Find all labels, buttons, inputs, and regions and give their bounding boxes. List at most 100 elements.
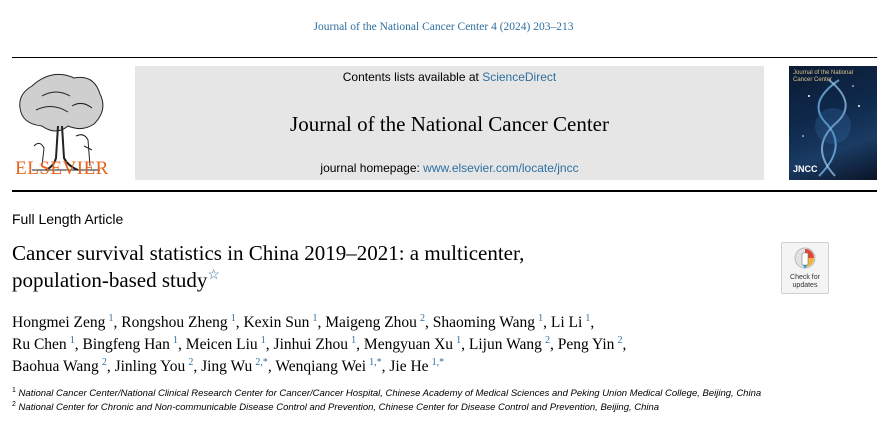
author[interactable]: Baohua Wang 2, (12, 356, 111, 375)
author-name[interactable]: Jinhui Zhou (273, 336, 349, 353)
author-separator: , (622, 336, 627, 353)
author[interactable]: Jinling You 2, (114, 356, 198, 375)
affiliation-marker[interactable]: 1 (230, 312, 236, 324)
homepage-prefix: journal homepage: (320, 161, 420, 175)
author[interactable]: Li Li 1, (550, 312, 595, 331)
journal-homepage-link[interactable]: www.elsevier.com/locate/jncc (423, 161, 579, 175)
publisher-wordmark[interactable]: ELSEVIER (15, 158, 109, 179)
sciencedirect-link[interactable]: ScienceDirect (482, 70, 557, 84)
article-type: Full Length Article (12, 211, 124, 227)
author[interactable]: Kexin Sun 1, (243, 312, 322, 331)
author-separator: , (549, 336, 554, 353)
author-name[interactable]: Jie He (389, 358, 429, 375)
affiliation-text: National Center for Chronic and Non-comm… (18, 401, 660, 413)
affiliations-list: 1 National Cancer Center/National Clinic… (12, 387, 872, 414)
affiliation-marker[interactable]: 1 (260, 334, 266, 346)
author-separator: , (381, 358, 386, 375)
affiliation-marker[interactable]: 1 (108, 312, 114, 324)
author-name[interactable]: Maigeng Zhou (325, 314, 417, 331)
affiliation-marker[interactable]: 2,* (255, 356, 268, 368)
author-name[interactable]: Meicen Liu (185, 336, 258, 353)
author[interactable]: Meicen Liu 1, (185, 334, 270, 353)
author-separator: , (235, 314, 240, 331)
author[interactable]: Jing Wu 2,*, (201, 356, 272, 375)
author[interactable]: Hongmei Zeng 1, (12, 312, 118, 331)
author-name[interactable]: Jing Wu (201, 358, 253, 375)
affiliation-marker[interactable]: 2 (617, 334, 623, 346)
affiliation-text: National Cancer Center/National Clinical… (18, 388, 762, 399)
contents-available-line: Contents lists available at ScienceDirec… (135, 70, 764, 84)
author[interactable]: Shaoming Wang 1, (432, 312, 547, 331)
author-name[interactable]: Ru Chen (12, 336, 67, 353)
affiliation-marker[interactable]: 1 (69, 334, 75, 346)
crossmark-label-line-2: updates (792, 282, 818, 289)
contents-prefix: Contents lists available at (342, 70, 479, 84)
author-name[interactable]: Rongshou Zheng (121, 314, 228, 331)
article-title-line-2: population-based study (12, 268, 208, 292)
author[interactable]: Peng Yin 2, (557, 334, 627, 353)
affiliation-number: 1 (12, 386, 16, 394)
affiliation-number: 2 (12, 400, 16, 408)
author-name[interactable]: Shaoming Wang (432, 314, 536, 331)
affiliation-marker[interactable]: 1,* (431, 356, 445, 368)
affiliation-marker[interactable]: 1 (351, 334, 357, 346)
author[interactable]: Mengyuan Xu 1, (363, 334, 465, 353)
affiliation-marker[interactable]: 1 (312, 312, 318, 324)
author-separator: , (590, 314, 595, 331)
article-title-line-1: Cancer survival statistics in China 2019… (12, 241, 525, 265)
author-name[interactable]: Lijun Wang (468, 336, 542, 353)
elsevier-tree-logo[interactable] (12, 66, 112, 184)
affiliation-marker[interactable]: 2 (544, 334, 550, 346)
author-separator: , (74, 336, 79, 353)
affiliation-item: 2 National Center for Chronic and Non-co… (12, 400, 872, 415)
header-bottom-rule (12, 190, 877, 192)
affiliation-marker[interactable]: 2 (420, 312, 426, 324)
author-list: Hongmei Zeng 1, Rongshou Zheng 1, Kexin … (12, 312, 802, 378)
crossmark-label-line-1: Check for (790, 274, 820, 281)
affiliation-marker[interactable]: 1 (456, 334, 462, 346)
author[interactable]: Bingfeng Han 1, (82, 334, 182, 353)
author[interactable]: Ru Chen 1, (12, 334, 79, 353)
author-name[interactable]: Bingfeng Han (82, 336, 170, 353)
affiliation-marker[interactable]: 2 (101, 356, 107, 368)
author-separator: , (267, 358, 272, 375)
article-title: Cancer survival statistics in China 2019… (12, 240, 752, 294)
check-for-updates-button[interactable]: Check for updates (781, 242, 829, 294)
title-footnote-star-icon[interactable]: ☆ (207, 268, 220, 283)
author[interactable]: Wenqiang Wei 1,*, (275, 356, 386, 375)
author-name[interactable]: Peng Yin (557, 336, 615, 353)
affiliation-marker[interactable]: 1,* (369, 356, 382, 368)
author[interactable]: Jie He 1,* (389, 356, 445, 375)
affiliation-marker[interactable]: 2 (188, 356, 194, 368)
author-name[interactable]: Kexin Sun (243, 314, 310, 331)
author-name[interactable]: Wenqiang Wei (275, 358, 367, 375)
affiliation-marker[interactable]: 1 (585, 312, 591, 324)
author-separator: , (193, 358, 198, 375)
author-name[interactable]: Li Li (550, 314, 583, 331)
author-name[interactable]: Baohua Wang (12, 358, 99, 375)
author-separator: , (113, 314, 118, 331)
author-name[interactable]: Hongmei Zeng (12, 314, 106, 331)
affiliation-marker[interactable]: 1 (173, 334, 179, 346)
author[interactable]: Maigeng Zhou 2, (325, 312, 429, 331)
journal-homepage-line: journal homepage: www.elsevier.com/locat… (135, 161, 764, 175)
affiliation-item: 1 National Cancer Center/National Clinic… (12, 387, 872, 401)
cover-journal-title: Journal of the National Cancer Center (793, 70, 854, 83)
author-separator: , (317, 314, 322, 331)
journal-banner (135, 66, 764, 180)
author-separator: , (265, 336, 270, 353)
author-separator: , (106, 358, 111, 375)
affiliation-marker[interactable]: 1 (538, 312, 544, 324)
author-separator: , (178, 336, 182, 353)
author-separator: , (356, 336, 361, 353)
author-separator: , (543, 314, 547, 331)
author[interactable]: Lijun Wang 2, (468, 334, 554, 353)
crossmark-label: Check for updates (782, 274, 828, 290)
running-head[interactable]: Journal of the National Cancer Center 4 … (313, 21, 574, 33)
author[interactable]: Rongshou Zheng 1, (121, 312, 240, 331)
author-name[interactable]: Jinling You (114, 358, 186, 375)
author-name[interactable]: Mengyuan Xu (363, 336, 454, 353)
journal-cover-image[interactable]: Journal of the National Cancer Center JN… (789, 66, 877, 180)
author[interactable]: Jinhui Zhou 1, (273, 334, 361, 353)
crossmark-icon (794, 247, 816, 269)
